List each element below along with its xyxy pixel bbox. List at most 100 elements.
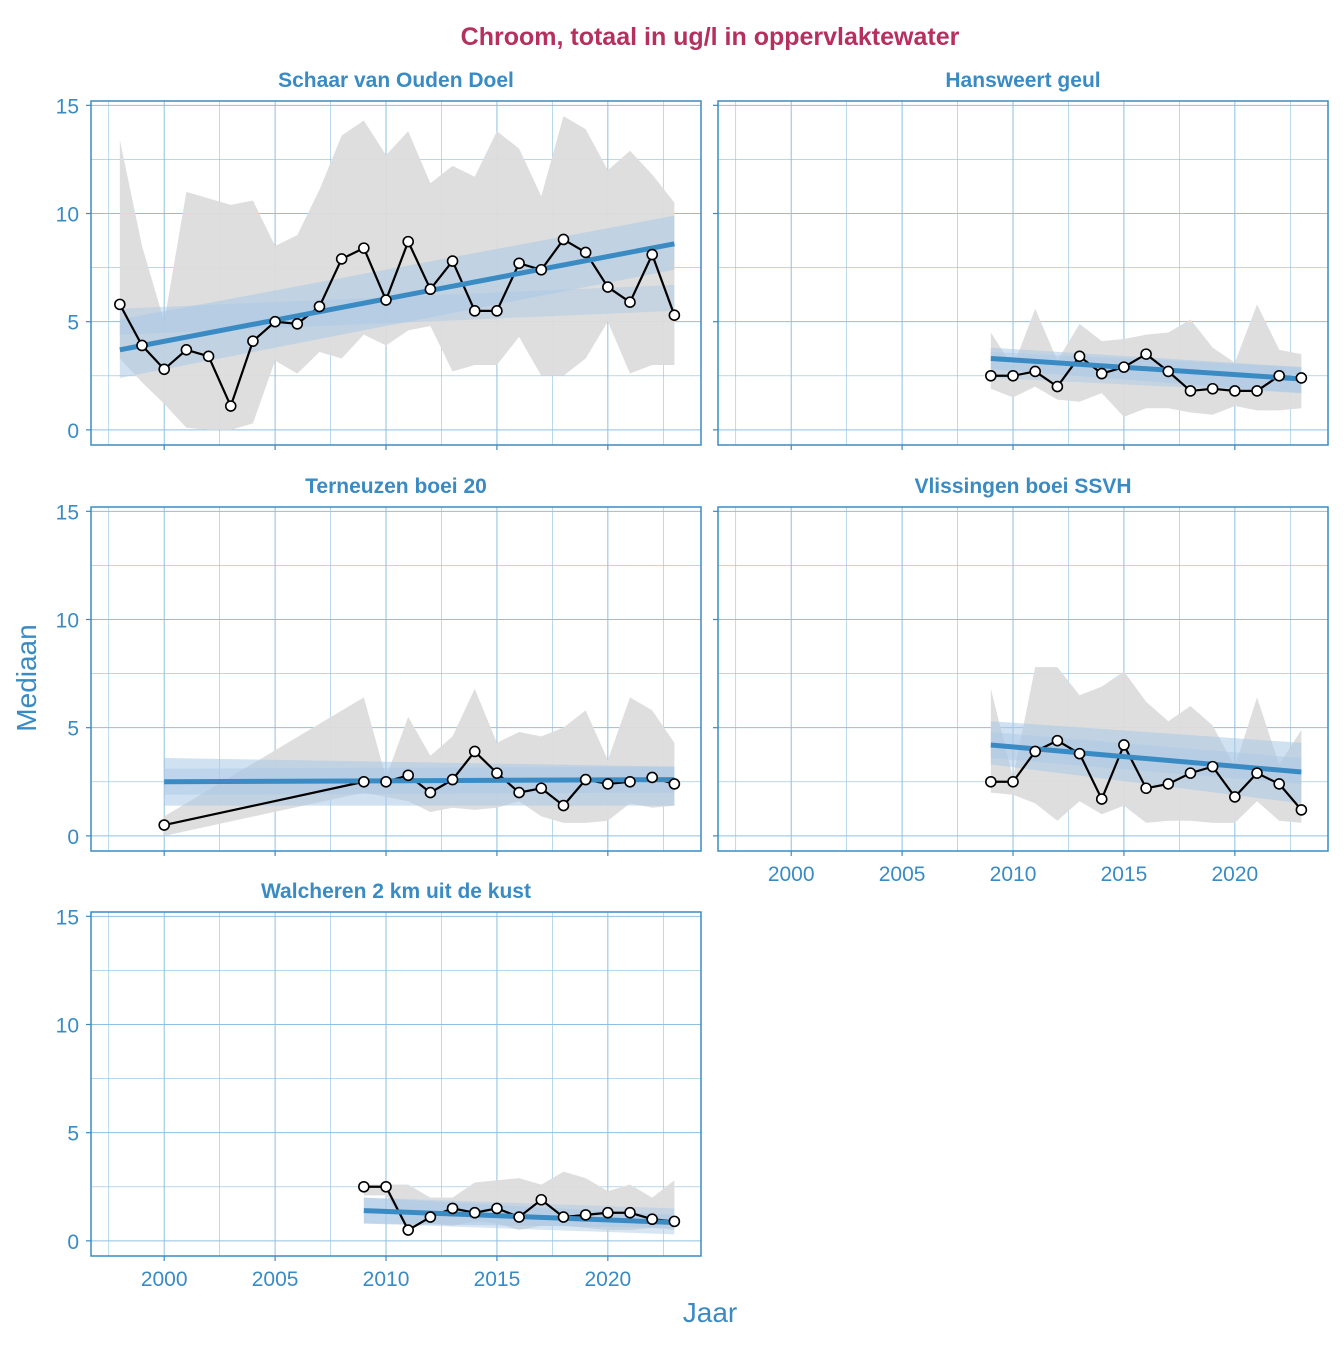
data-point — [468, 305, 481, 317]
data-point — [579, 246, 592, 259]
data-point — [402, 1224, 415, 1236]
x-tick-label: 2010 — [363, 1268, 410, 1291]
data-point — [1273, 778, 1285, 790]
y-tick-label: 15 — [56, 95, 79, 118]
x-axis-title: Jaar — [683, 1297, 737, 1328]
data-point — [668, 309, 681, 321]
panel-title: Walcheren 2 km uit de kust — [261, 880, 531, 903]
x-tick-label: 2015 — [1101, 863, 1148, 886]
data-point — [424, 1211, 437, 1223]
data-point — [646, 248, 659, 261]
data-point — [491, 767, 503, 779]
data-point — [1251, 767, 1263, 779]
trend-line — [119, 241, 675, 353]
data-point — [446, 773, 459, 786]
data-point — [1095, 367, 1108, 380]
data-point — [247, 335, 259, 347]
data-point — [180, 344, 193, 356]
data-point — [1051, 380, 1064, 393]
y-tick-label: 15 — [56, 906, 79, 929]
data-point — [269, 315, 281, 328]
y-tick-label: 10 — [56, 204, 79, 227]
data-point — [1206, 760, 1219, 773]
data-point — [602, 778, 614, 790]
data-point — [491, 305, 503, 317]
data-point — [646, 771, 659, 784]
data-point — [1073, 747, 1086, 760]
panel-frame — [90, 100, 702, 446]
data-point — [1229, 385, 1241, 397]
x-tick-label: 2005 — [252, 1268, 299, 1291]
data-point — [602, 1206, 614, 1219]
data-point — [1140, 782, 1152, 795]
panel: Vlissingen boei SSVH 2000 2005 2010 2015 2020 — [713, 475, 1329, 886]
data-point — [380, 1180, 392, 1193]
y-tick-label: 5 — [67, 1123, 79, 1146]
data-point — [1029, 365, 1041, 378]
data-point — [291, 318, 304, 330]
panel-frame — [717, 506, 1329, 852]
x-tick-label: 2020 — [1211, 863, 1258, 886]
panel-title: Schaar van Ouden Doel — [278, 69, 514, 92]
data-point — [1007, 775, 1019, 788]
data-point — [224, 400, 237, 412]
x-tick-label: 2010 — [990, 863, 1037, 886]
data-point — [985, 369, 997, 382]
x-tick-label: 2015 — [474, 1268, 521, 1291]
y-tick-label: 10 — [56, 610, 79, 633]
grid — [718, 101, 1328, 445]
panel-title: Terneuzen boei 20 — [305, 475, 487, 498]
data-point — [513, 1211, 525, 1223]
data-point — [335, 253, 348, 265]
data-point — [513, 786, 525, 799]
data-point — [1251, 385, 1263, 397]
panel-frame — [717, 100, 1329, 446]
data-point — [468, 1206, 481, 1219]
data-point — [557, 799, 570, 812]
data-point — [557, 1211, 570, 1223]
panel-title: Hansweert geul — [945, 69, 1100, 92]
y-tick-label: 10 — [56, 1015, 79, 1038]
data-point — [1295, 804, 1308, 816]
trend-line — [164, 777, 675, 785]
data-point — [424, 283, 437, 296]
data-point — [468, 745, 481, 758]
data-point — [114, 298, 126, 311]
y-tick-label: 5 — [67, 312, 79, 335]
y-tick-label: 0 — [67, 1231, 79, 1254]
data-point — [380, 775, 392, 788]
panel: Hansweert geul — [713, 69, 1329, 450]
data-point — [579, 1209, 592, 1221]
data-point — [1162, 365, 1175, 378]
data-point — [1184, 767, 1197, 779]
data-point — [624, 1206, 636, 1219]
data-point — [202, 350, 215, 363]
data-point — [313, 300, 326, 313]
data-point — [513, 257, 525, 270]
data-point — [1229, 791, 1241, 803]
data-point — [136, 339, 148, 352]
data-point — [402, 769, 415, 782]
data-point — [1184, 385, 1197, 397]
data-point — [1095, 793, 1108, 805]
panel: Walcheren 2 km uit de kust 0 5 10 15 2000 2005… — [56, 880, 702, 1291]
data-point — [424, 786, 437, 799]
data-point — [1073, 350, 1086, 363]
data-point — [1118, 361, 1130, 373]
trend-line — [990, 355, 1302, 382]
data-point — [446, 1202, 459, 1215]
panel-frame — [90, 506, 702, 852]
data-point — [158, 819, 170, 831]
x-tick-label: 2005 — [879, 863, 926, 886]
data-point — [380, 294, 392, 306]
data-point — [624, 296, 636, 309]
data-point — [158, 363, 170, 376]
y-tick-label: 5 — [67, 718, 79, 741]
panel-frame — [90, 911, 702, 1257]
data-point — [1162, 778, 1175, 790]
data-point — [1295, 372, 1308, 384]
data-point — [646, 1213, 659, 1226]
data-point — [668, 778, 681, 790]
